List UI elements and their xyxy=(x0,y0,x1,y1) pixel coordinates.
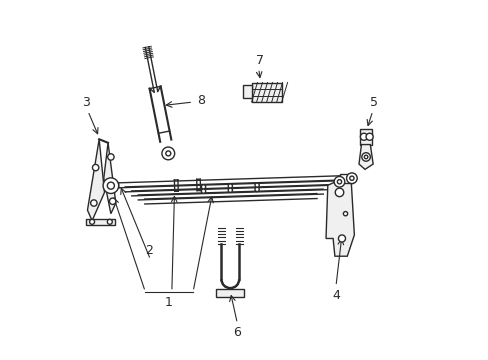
Text: 1: 1 xyxy=(164,296,172,309)
Circle shape xyxy=(89,219,94,224)
Circle shape xyxy=(228,184,232,188)
Text: 5: 5 xyxy=(369,95,377,108)
Circle shape xyxy=(162,147,174,160)
Circle shape xyxy=(254,187,259,192)
Bar xyxy=(340,174,352,183)
Polygon shape xyxy=(103,143,116,214)
Circle shape xyxy=(165,151,170,156)
Text: 6: 6 xyxy=(233,326,241,339)
Circle shape xyxy=(337,180,341,184)
Circle shape xyxy=(349,176,353,180)
Text: 4: 4 xyxy=(332,289,340,302)
Circle shape xyxy=(201,185,205,189)
Text: 7: 7 xyxy=(256,54,264,67)
Bar xyxy=(216,289,244,297)
Circle shape xyxy=(109,198,116,204)
Bar xyxy=(251,82,281,102)
Circle shape xyxy=(90,200,97,206)
Polygon shape xyxy=(359,129,371,145)
Circle shape xyxy=(338,235,345,242)
Circle shape xyxy=(228,188,232,192)
Text: 3: 3 xyxy=(82,95,90,108)
Text: 8: 8 xyxy=(197,94,205,107)
Circle shape xyxy=(107,219,112,224)
Circle shape xyxy=(366,133,372,140)
Circle shape xyxy=(364,155,367,159)
Circle shape xyxy=(346,173,356,184)
Circle shape xyxy=(92,165,99,171)
Bar xyxy=(242,85,252,99)
Circle shape xyxy=(107,182,114,189)
Bar xyxy=(86,219,115,225)
Circle shape xyxy=(201,189,205,193)
Circle shape xyxy=(107,154,114,160)
Circle shape xyxy=(254,183,259,187)
Circle shape xyxy=(343,212,347,216)
Circle shape xyxy=(335,188,343,197)
Circle shape xyxy=(360,133,367,140)
Circle shape xyxy=(333,176,344,187)
Circle shape xyxy=(103,178,119,193)
Polygon shape xyxy=(358,145,372,169)
Polygon shape xyxy=(87,139,104,221)
Text: 2: 2 xyxy=(144,244,152,257)
Polygon shape xyxy=(325,175,354,256)
Circle shape xyxy=(361,153,369,161)
